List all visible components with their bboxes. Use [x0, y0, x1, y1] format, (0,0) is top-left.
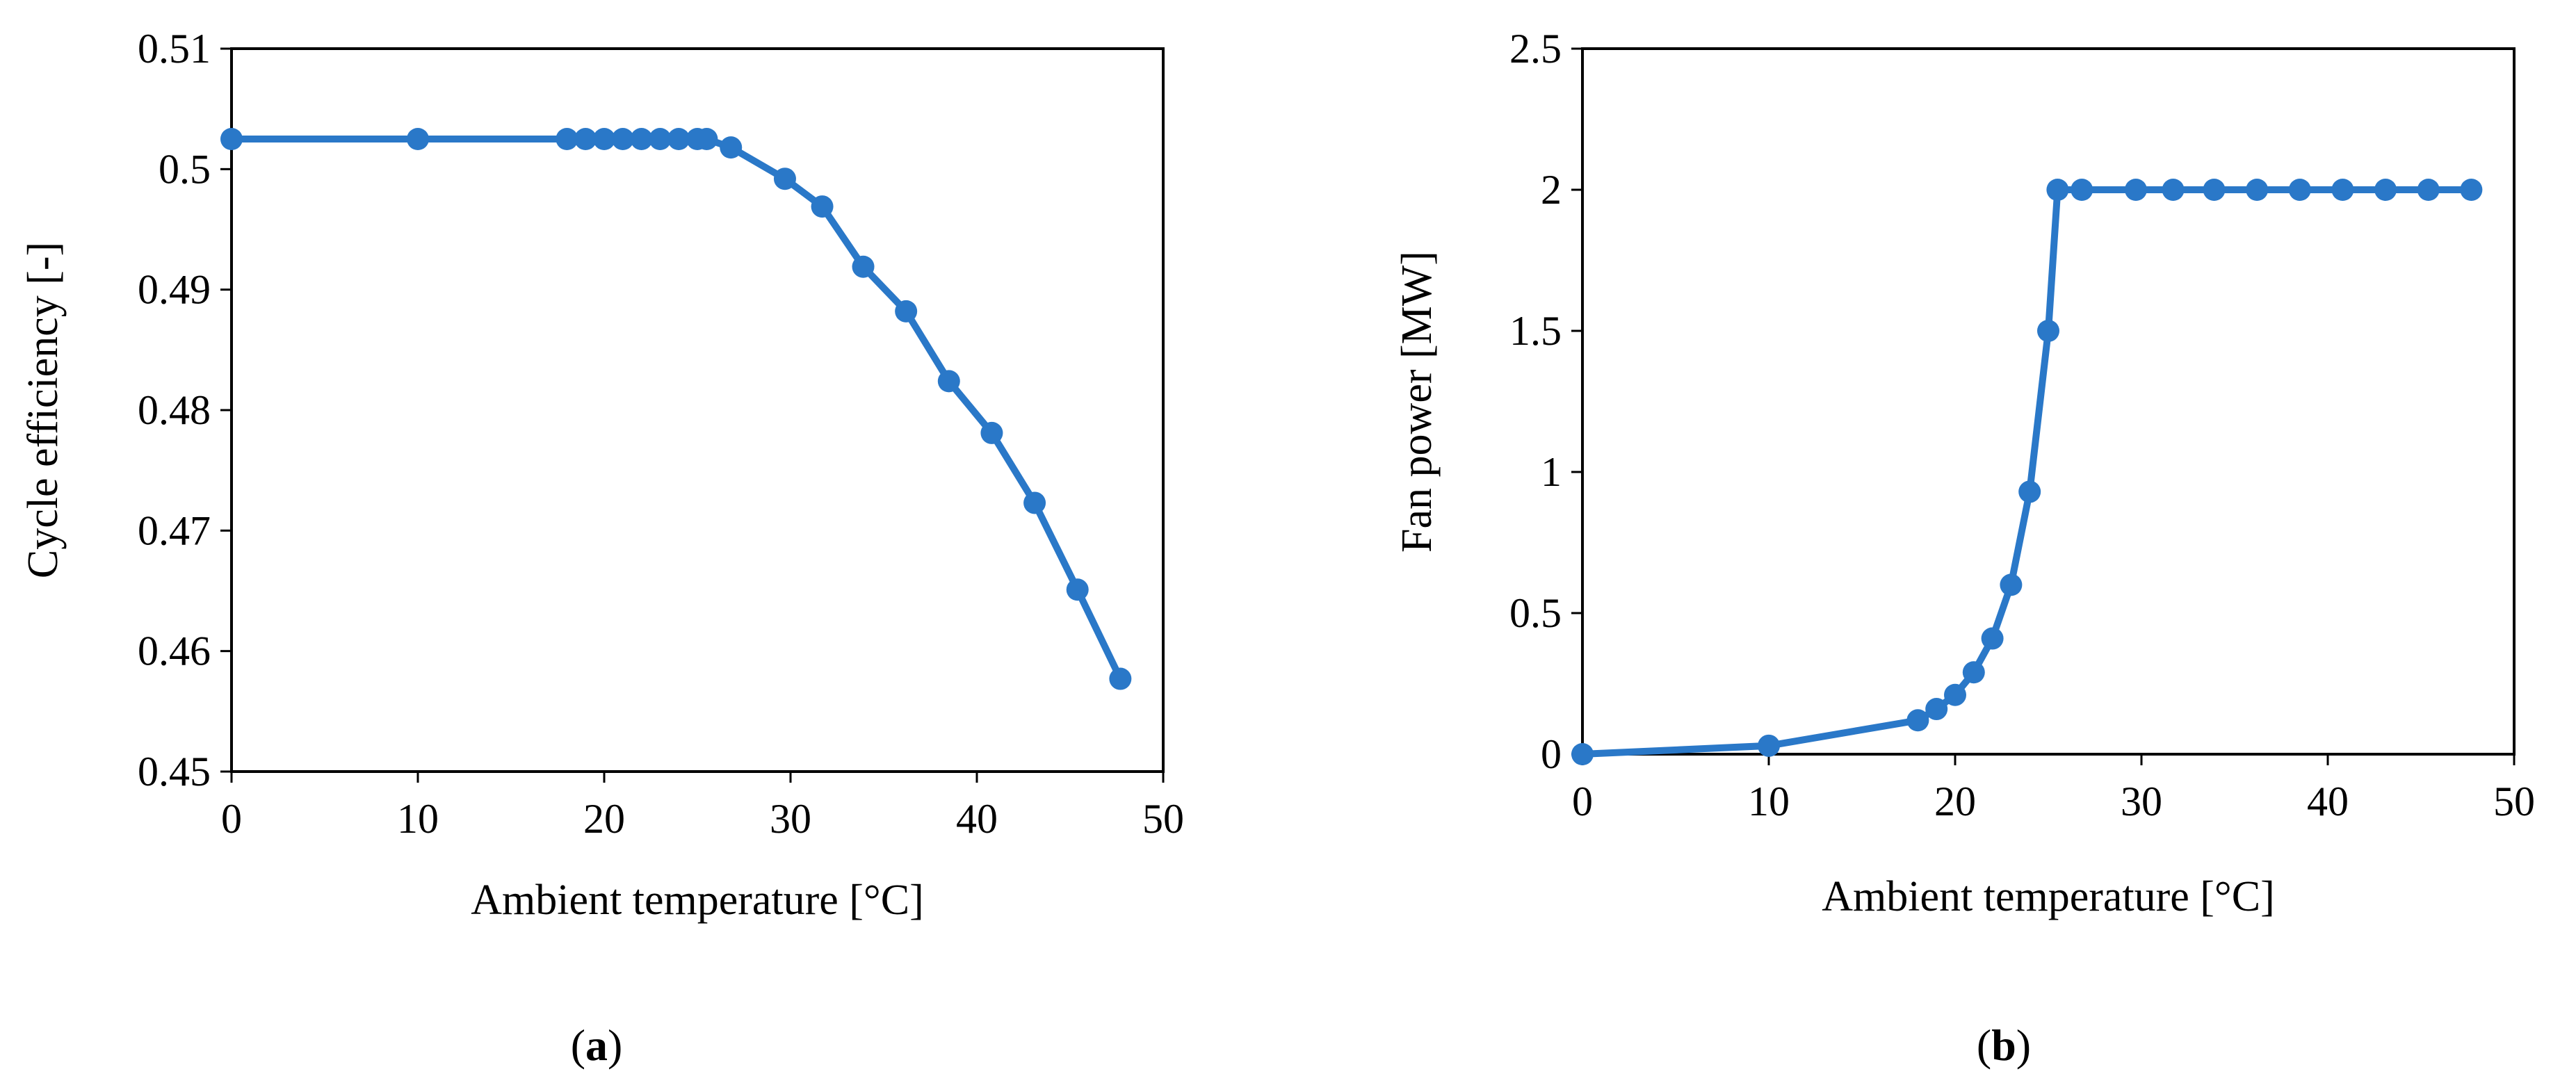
x-tick-label-a-4: 40 [956, 796, 998, 842]
x-tick-label-b-2: 20 [1934, 779, 1976, 824]
x-axis-title-a: Ambient temperature [°C] [471, 877, 923, 924]
x-tick-label-a-0: 0 [221, 796, 242, 842]
x-tick-label-b-4: 40 [2307, 779, 2349, 824]
y-tick-label-b-5: 2.5 [1509, 26, 1562, 72]
plot-area-b [1581, 47, 2516, 756]
data-point-a-0 [220, 128, 243, 150]
y-tick-label-a-2: 0.47 [138, 507, 211, 553]
ticks-a: 0 10 20 30 40 50 0.45 0.46 0.47 0.48 0.49 0.5 0.51 [138, 26, 1184, 842]
data-point-b-0 [1571, 743, 1594, 765]
chart-a: 0 10 20 30 40 50 0.45 0.46 0.47 0.48 0.49 0.5 0.51 A… [19, 26, 1184, 1070]
x-tick-label-a-1: 10 [397, 796, 439, 842]
x-axis-title-b: Ambient temperature [°C] [1822, 873, 2274, 920]
data-point-a-5 [611, 128, 634, 150]
data-point-a-20 [1109, 667, 1132, 690]
x-tick-label-a-5: 50 [1142, 796, 1184, 842]
data-point-b-7 [2000, 573, 2023, 596]
ticks-b: 0 10 20 30 40 50 0 0.5 1 1.5 2 2.5 [1509, 26, 2535, 824]
data-point-b-6 [1981, 627, 2004, 650]
series-b [1571, 179, 2483, 765]
x-tick-label-a-3: 30 [770, 796, 811, 842]
panel-label-a: (a) [571, 1020, 623, 1070]
y-tick-label-a-1: 0.46 [138, 628, 211, 674]
y-tick-label-a-0: 0.45 [138, 749, 211, 794]
panel-label-b: (b) [1977, 1020, 2031, 1070]
data-point-b-9 [2037, 320, 2059, 342]
x-tick-label-b-0: 0 [1572, 779, 1593, 824]
data-point-a-19 [1066, 578, 1089, 601]
y-axis-title-a: Cycle efficiency [-] [19, 242, 67, 578]
data-point-b-8 [2018, 480, 2041, 503]
data-point-b-18 [2374, 179, 2397, 201]
y-tick-label-a-4: 0.49 [138, 267, 211, 313]
data-point-a-2 [556, 128, 578, 150]
y-tick-label-b-2: 1 [1541, 449, 1562, 495]
x-tick-label-b-1: 10 [1748, 779, 1790, 824]
data-point-b-20 [2460, 179, 2483, 201]
data-point-a-6 [630, 128, 653, 150]
data-point-a-10 [695, 128, 718, 150]
data-point-b-5 [1962, 661, 1985, 684]
data-point-a-16 [937, 370, 960, 393]
y-tick-label-a-6: 0.51 [138, 26, 211, 72]
data-point-a-12 [773, 168, 796, 190]
data-point-a-3 [574, 128, 597, 150]
data-point-b-12 [2124, 179, 2147, 201]
data-point-a-11 [720, 136, 743, 159]
y-tick-label-a-3: 0.48 [138, 387, 211, 433]
data-point-b-16 [2288, 179, 2311, 201]
y-axis-title-b: Fan power [MW] [1393, 251, 1441, 553]
x-tick-label-b-5: 50 [2493, 779, 2535, 824]
y-tick-label-b-3: 1.5 [1509, 308, 1562, 354]
data-point-b-14 [2203, 179, 2226, 201]
series-line-b-0 [1579, 186, 2475, 758]
data-point-a-1 [407, 128, 429, 150]
data-point-b-2 [1906, 709, 1929, 732]
data-point-b-15 [2246, 179, 2269, 201]
y-tick-label-b-0: 0 [1541, 731, 1562, 777]
chart-b: 0 10 20 30 40 50 0 0.5 1 1.5 2 2.5 Ambient temperat… [1393, 26, 2535, 1070]
data-point-a-7 [649, 128, 672, 150]
data-point-b-4 [1944, 683, 1966, 706]
data-point-a-15 [895, 300, 918, 323]
data-point-a-4 [593, 128, 615, 150]
data-point-b-13 [2162, 179, 2185, 201]
data-point-a-14 [852, 255, 875, 278]
x-tick-label-b-3: 30 [2121, 779, 2162, 824]
data-point-b-3 [1925, 698, 1948, 721]
series-line-a-0 [228, 136, 1124, 683]
y-tick-label-b-4: 2 [1541, 167, 1562, 213]
data-point-b-1 [1758, 734, 1780, 757]
data-point-a-8 [667, 128, 690, 150]
y-tick-label-a-5: 0.5 [159, 146, 211, 192]
y-tick-label-b-1: 0.5 [1509, 590, 1562, 636]
plot-area-a [230, 47, 1165, 773]
series-a [220, 128, 1132, 690]
data-point-b-11 [2071, 179, 2093, 201]
data-point-a-13 [811, 195, 834, 218]
data-point-a-17 [980, 421, 1003, 444]
data-point-b-10 [2046, 179, 2069, 201]
data-point-a-18 [1023, 491, 1046, 514]
x-tick-label-a-2: 20 [583, 796, 625, 842]
data-point-b-19 [2417, 179, 2440, 201]
data-point-b-17 [2331, 179, 2354, 201]
